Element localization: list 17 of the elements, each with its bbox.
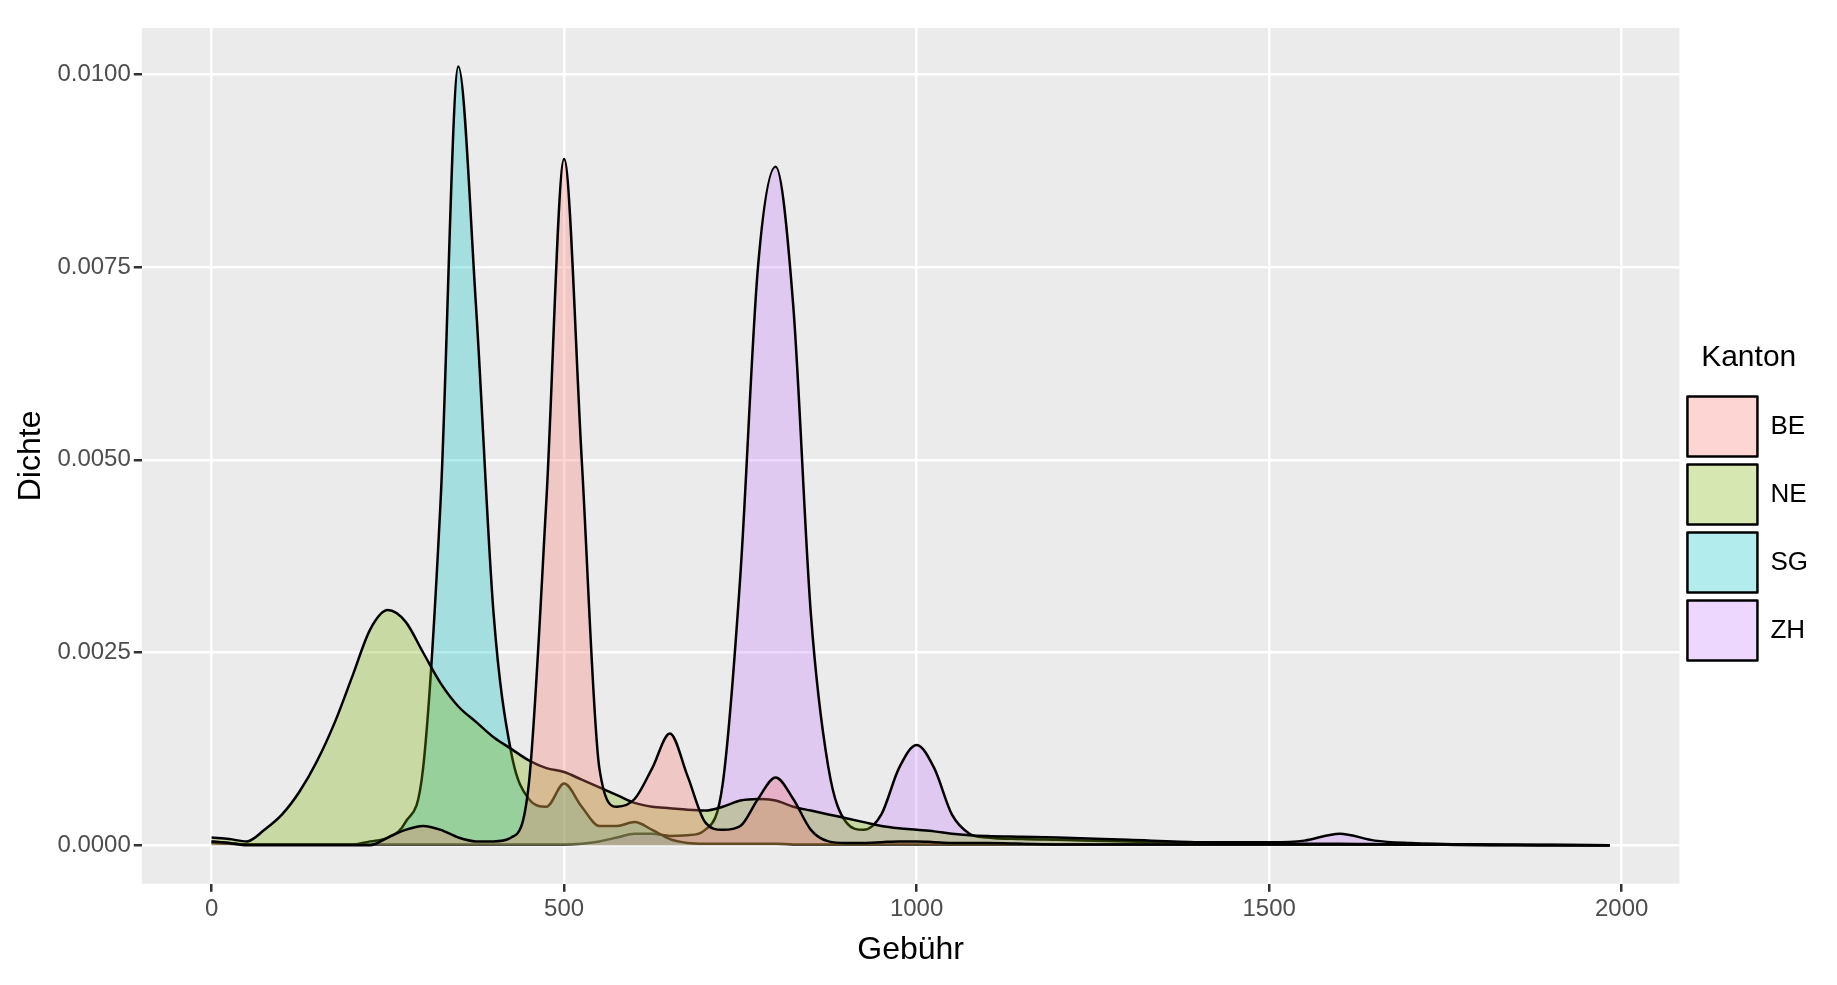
y-tick-label: 0.0075 (57, 251, 131, 279)
x-tick-label: 1000 (889, 893, 944, 921)
x-tick-label: 1500 (1242, 893, 1296, 921)
legend-label: BE (1770, 409, 1806, 440)
x-tick-label: 0 (204, 893, 219, 921)
y-tick-label: 0.0025 (57, 637, 131, 665)
y-tick-label: 0.0050 (57, 444, 131, 472)
legend-label: ZH (1770, 613, 1806, 644)
x-axis-title: Gebühr (857, 929, 965, 966)
y-axis-title: Dichte (11, 410, 48, 502)
y-tick-label: 0.0100 (57, 58, 131, 86)
legend-label: SG (1770, 545, 1809, 576)
legend-label: NE (1770, 477, 1807, 508)
y-tick-label: 0.0000 (57, 829, 131, 857)
x-tick-label: 2000 (1594, 893, 1649, 921)
x-tick-label: 500 (544, 893, 585, 921)
legend-title: Kanton (1701, 338, 1797, 372)
